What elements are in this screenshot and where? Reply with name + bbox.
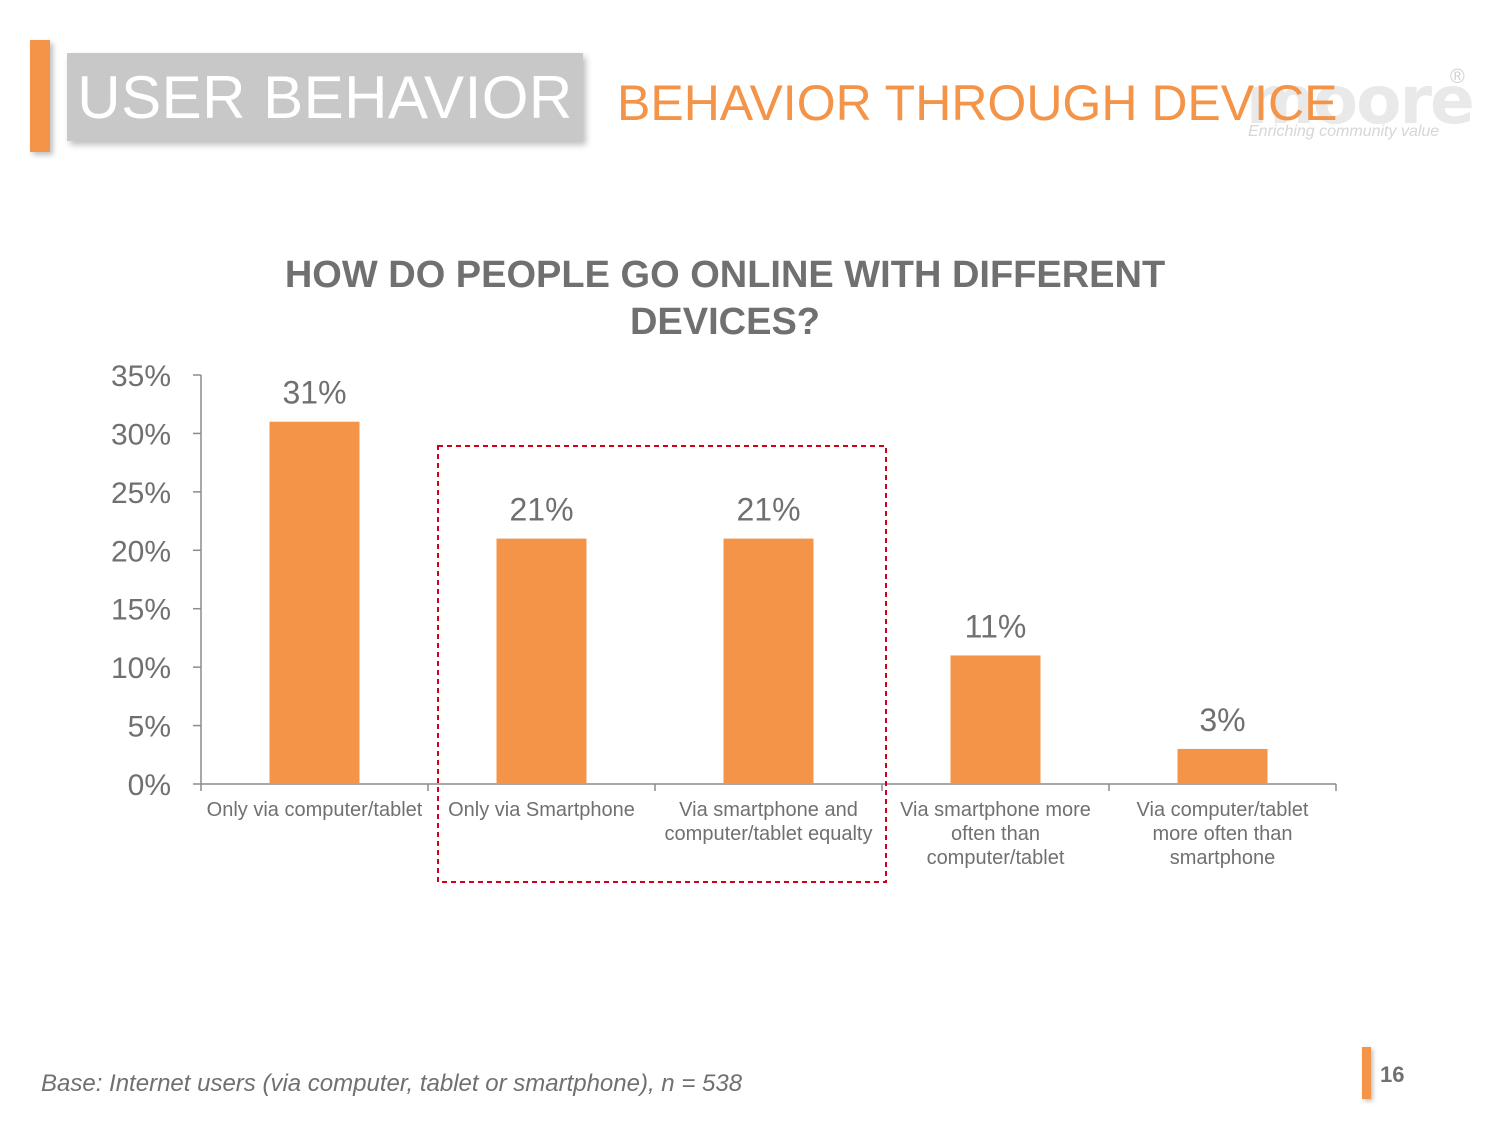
bar-chart: 0% 5% 10% 15% 20% 25% 30% 35% 31% 21% 21% 11% 3% On…	[111, 360, 1337, 883]
bar	[950, 655, 1041, 784]
category-label: Via computer/tablet more often than smartp…	[1137, 799, 1309, 869]
data-label: 21%	[736, 492, 800, 528]
category-labels: Only via computer/tablet Only via Smartph…	[207, 799, 1309, 869]
category-label: Only via computer/tablet	[207, 799, 423, 821]
bar-series	[269, 421, 1268, 784]
y-tick-label: 35%	[111, 360, 171, 393]
y-tick-label: 15%	[111, 594, 171, 627]
data-label: 31%	[282, 375, 346, 411]
category-label: Only via Smartphone	[448, 799, 635, 821]
y-axis: 0% 5% 10% 15% 20% 25% 30% 35%	[111, 360, 202, 802]
page-number: 16	[1380, 1062, 1405, 1087]
section-title-box: USER BEHAVIOR	[67, 53, 583, 141]
category-label: Via smartphone and computer/tablet equalt…	[665, 799, 873, 845]
data-labels: 31% 21% 21% 11% 3%	[282, 375, 1245, 738]
y-tick-label: 25%	[111, 477, 171, 510]
company-logo: moore ® Enriching community value	[1246, 62, 1476, 146]
slide-subtitle: BEHAVIOR THROUGH DEVICE	[617, 75, 1338, 131]
bar	[269, 421, 360, 784]
accent-bar	[30, 40, 50, 152]
y-tick-label: 20%	[111, 535, 171, 568]
category-label: Via smartphone more often than computer/ta…	[900, 799, 1091, 869]
page-accent-bar	[1362, 1047, 1371, 1099]
registered-mark: ®	[1450, 66, 1465, 88]
bar	[1177, 748, 1268, 784]
data-label: 3%	[1199, 702, 1245, 738]
bar	[723, 538, 814, 784]
data-label: 21%	[509, 492, 573, 528]
section-title: USER BEHAVIOR	[77, 63, 573, 131]
base-footnote: Base: Internet users (via computer, tabl…	[41, 1070, 743, 1097]
bar	[496, 538, 587, 784]
chart-title: HOW DO PEOPLE GO ONLINE WITH DIFFERENT D…	[284, 254, 1166, 343]
y-tick-label: 5%	[128, 711, 171, 744]
y-tick-label: 10%	[111, 652, 171, 685]
y-tick-label: 0%	[128, 769, 171, 802]
logo-tagline: Enriching community value	[1248, 123, 1440, 140]
y-tick-label: 30%	[111, 418, 171, 451]
logo-wordmark: moore	[1246, 62, 1475, 139]
data-label: 11%	[965, 608, 1027, 644]
highlight-box	[437, 445, 887, 883]
x-axis	[200, 783, 1337, 791]
